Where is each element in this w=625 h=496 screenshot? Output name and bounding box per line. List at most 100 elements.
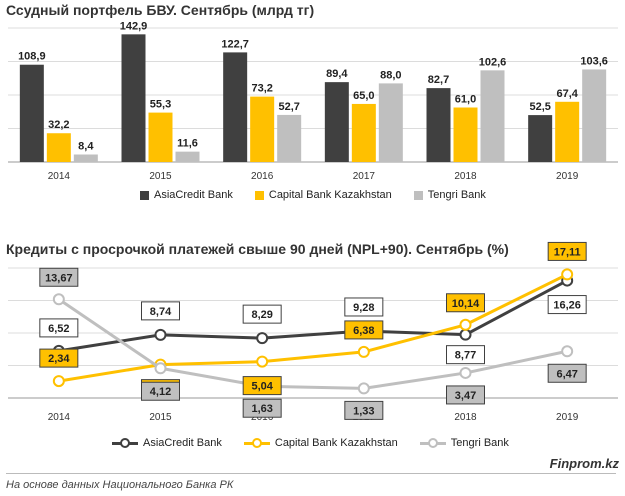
bar-2-2019 — [582, 69, 607, 162]
bar-2-2017 — [378, 83, 403, 162]
line-data-label-box — [344, 297, 384, 317]
legend-swatch-tengri — [413, 190, 423, 200]
legend2-swatch-asiacredit — [112, 438, 138, 448]
bar-data-label: 89,4 — [326, 68, 348, 80]
line-data-label-box — [547, 295, 587, 315]
line-data-label-box — [344, 320, 384, 340]
bar-0-2015 — [121, 34, 146, 162]
line-point-2-2019 — [561, 345, 574, 358]
line-point-1-2017 — [357, 345, 370, 358]
line-data-label: 8,77 — [455, 350, 476, 362]
brand-logo-text: Finprom.kz — [549, 456, 619, 471]
line-data-label-box — [242, 304, 282, 324]
bar-x-tick-label: 2016 — [251, 171, 274, 182]
bar-x-tick-label: 2014 — [48, 171, 71, 182]
legend2-swatch-tengri — [419, 438, 446, 448]
legend-label-tengri: Tengri Bank — [427, 189, 486, 201]
legend-item-asiacredit[interactable]: AsiaCredit Bank — [140, 189, 233, 201]
line-data-label: 6,38 — [353, 325, 374, 337]
line-data-label: 1,33 — [353, 405, 374, 417]
bar-1-2018 — [453, 107, 478, 162]
legend2-label-tengri: Tengri Bank — [450, 437, 509, 449]
line-data-label-box — [39, 318, 79, 338]
line-data-label-box — [446, 293, 485, 313]
line-point-0-2018 — [459, 328, 472, 341]
footer-divider — [6, 473, 616, 474]
line-data-label: 4,12 — [150, 386, 171, 398]
legend2-swatch-capital — [243, 438, 270, 448]
line-point-1-2018 — [459, 318, 472, 331]
bar-data-label: 122,7 — [221, 38, 249, 50]
line-x-tick-label: 2015 — [149, 412, 172, 423]
line-x-tick-label: 2019 — [556, 412, 579, 423]
bar-1-2015 — [148, 112, 173, 162]
bar-data-label: 65,0 — [353, 90, 374, 102]
bar-0-2017 — [324, 82, 349, 162]
legend2-item-capital[interactable]: Capital Bank Kazakhstan — [243, 437, 398, 449]
bar-0-2016 — [223, 52, 248, 162]
line-series-2 — [57, 298, 568, 390]
line-series-0 — [58, 279, 568, 353]
line-data-label: 9,28 — [353, 302, 374, 314]
bar-chart-legend: AsiaCredit Bank Capital Bank Kazakhstan … — [140, 189, 508, 201]
legend2-label-asiacredit: AsiaCredit Bank — [143, 437, 222, 449]
legend-swatch-asiacredit — [140, 190, 149, 200]
line-data-label-box — [547, 241, 587, 261]
bar-x-tick-label: 2015 — [149, 171, 172, 182]
bar-data-label: 102,6 — [479, 56, 507, 68]
line-data-label: 6,47 — [556, 368, 577, 380]
bar-data-label: 142,9 — [120, 20, 148, 32]
legend-label-asiacredit: AsiaCredit Bank — [154, 189, 233, 201]
bar-2-2014 — [73, 154, 98, 162]
legend-item-capital[interactable]: Capital Bank Kazakhstan — [254, 189, 392, 201]
legend2-label-capital: Capital Bank Kazakhstan — [274, 437, 398, 449]
bar-chart-title: Ссудный портфель БВУ. Сентябрь (млрд тг) — [6, 2, 315, 18]
legend2-item-tengri[interactable]: Tengri Bank — [419, 437, 509, 449]
line-data-label: 6,52 — [48, 323, 69, 335]
line-data-label-box — [446, 345, 485, 365]
bar-x-tick-label: 2018 — [454, 171, 477, 182]
bar-2-2015 — [175, 151, 200, 162]
bar-data-label: 88,0 — [380, 69, 401, 81]
line-data-label-box — [39, 348, 79, 368]
bar-1-2017 — [351, 103, 376, 162]
bar-data-label: 11,6 — [177, 138, 198, 150]
line-data-label: 16,26 — [553, 300, 581, 312]
line-data-label-box — [446, 385, 485, 405]
line-point-2-2017 — [357, 382, 370, 395]
bar-data-label: 108,9 — [18, 51, 46, 63]
line-data-label: 1,63 — [251, 403, 272, 415]
bar-x-tick-label: 2019 — [556, 171, 579, 182]
bar-0-2014 — [19, 64, 44, 162]
legend2-item-asiacredit[interactable]: AsiaCredit Bank — [112, 437, 222, 449]
line-data-label-box — [141, 381, 180, 401]
line-data-label-box — [344, 400, 384, 420]
line-data-label: 17,11 — [554, 246, 581, 258]
bar-data-label: 32,2 — [48, 119, 69, 131]
line-point-0-2016 — [256, 332, 269, 345]
line-data-label: 8,29 — [251, 309, 272, 321]
line-data-label: 13,67 — [45, 272, 73, 284]
line-x-tick-label: 2018 — [454, 412, 477, 423]
bar-1-2014 — [46, 133, 71, 162]
line-data-label: 2,34 — [48, 353, 70, 365]
bar-data-label: 73,2 — [251, 83, 272, 95]
legend-item-tengri[interactable]: Tengri Bank — [413, 189, 486, 201]
bar-data-label: 52,5 — [529, 101, 550, 113]
line-x-tick-label: 2014 — [48, 412, 71, 423]
line-data-label: 8,74 — [150, 306, 172, 318]
line-point-0-2015 — [154, 328, 167, 341]
line-data-label-box — [242, 376, 282, 396]
legend-swatch-capital — [254, 190, 264, 200]
line-data-label: 10,14 — [452, 298, 480, 310]
bar-1-2016 — [250, 96, 275, 162]
bar-0-2019 — [528, 115, 553, 162]
bar-2-2018 — [480, 70, 505, 162]
line-data-label-box — [547, 363, 587, 383]
line-data-label-box — [39, 267, 79, 287]
bar-data-label: 103,6 — [580, 55, 608, 67]
bar-data-label: 82,7 — [428, 74, 449, 86]
line-data-label-box — [242, 398, 282, 418]
